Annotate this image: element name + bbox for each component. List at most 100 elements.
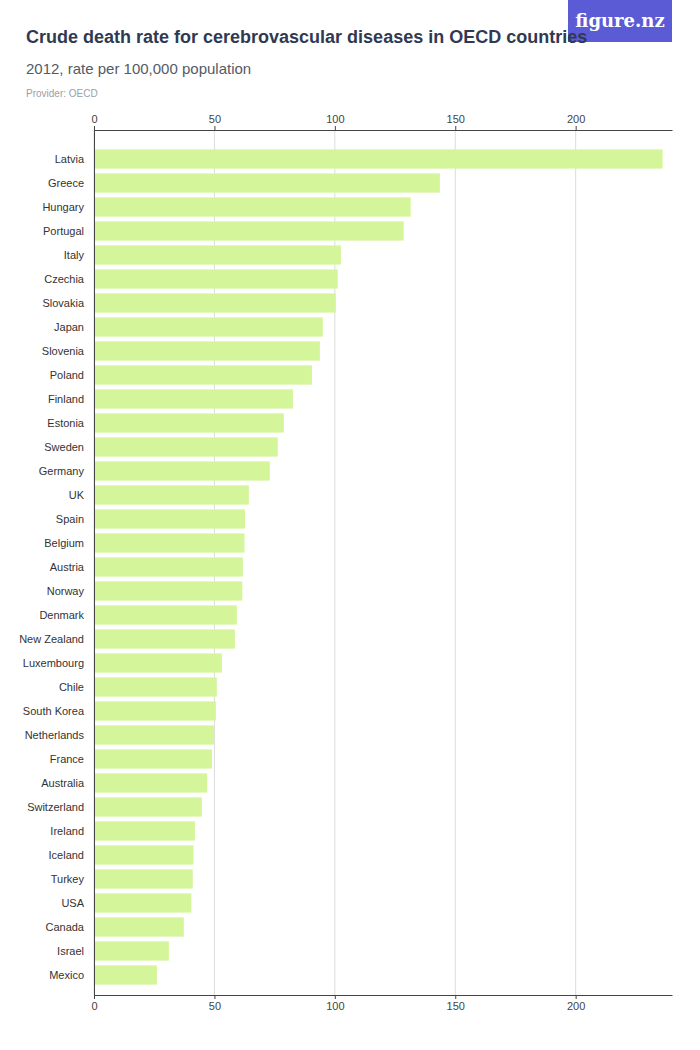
bar <box>94 221 404 240</box>
tick: 0 <box>91 995 97 1012</box>
tick-mark <box>94 126 95 130</box>
bar <box>94 701 216 720</box>
bar <box>94 845 193 864</box>
category-label: Turkey <box>51 873 85 885</box>
category-label: Slovakia <box>42 297 84 309</box>
bar <box>94 341 320 360</box>
category-tick: New Zealand <box>19 633 84 645</box>
bar <box>94 509 245 528</box>
category-tick: Austria <box>50 561 85 573</box>
bar <box>94 389 293 408</box>
category-label: Slovenia <box>42 345 85 357</box>
bar <box>94 629 235 648</box>
tick-label: 0 <box>91 113 97 125</box>
tick: 200 <box>567 113 585 130</box>
category-tick: Estonia <box>47 417 85 429</box>
tick-mark <box>576 126 577 130</box>
category-label: Belgium <box>44 537 84 549</box>
grid <box>94 130 576 995</box>
tick-mark <box>94 995 95 999</box>
category-tick: Netherlands <box>25 729 85 741</box>
bar <box>94 485 249 504</box>
bar <box>94 821 195 840</box>
category-label: Israel <box>57 945 84 957</box>
tick-label: 50 <box>209 1000 221 1012</box>
logo: figure.nz <box>575 10 664 31</box>
bar <box>94 653 222 672</box>
category-label: Netherlands <box>25 729 85 741</box>
category-tick: South Korea <box>23 705 85 717</box>
category-label: Switzerland <box>27 801 84 813</box>
bar <box>94 533 245 552</box>
bar <box>94 893 191 912</box>
bar <box>94 965 157 984</box>
category-label: Greece <box>48 177 84 189</box>
tick-label: 0 <box>91 1000 97 1012</box>
category-tick: Denmark <box>39 609 84 621</box>
x-axis: 0 50 100 150 200 <box>91 113 672 131</box>
tick-mark <box>576 995 577 999</box>
tick: 150 <box>447 113 465 130</box>
category-label: New Zealand <box>19 633 84 645</box>
category-label: Ireland <box>50 825 84 837</box>
category-tick: Belgium <box>44 537 84 549</box>
category-label: Norway <box>47 585 85 597</box>
bar <box>94 677 217 696</box>
tick-mark <box>214 995 215 999</box>
tick-label: 150 <box>447 113 465 125</box>
category-tick: Israel <box>57 945 84 957</box>
grid-line <box>575 130 576 995</box>
category-tick: Slovenia <box>42 345 85 357</box>
category-tick: Australia <box>41 777 85 789</box>
axis-line <box>95 995 673 996</box>
category-tick: Czechia <box>44 273 85 285</box>
grid-line <box>94 130 95 995</box>
category-tick: Turkey <box>51 873 85 885</box>
category-label: Poland <box>50 369 84 381</box>
axis-line <box>94 130 95 995</box>
category-label: Luxembourg <box>23 657 84 669</box>
tick: 50 <box>209 995 221 1012</box>
category-tick: Finland <box>48 393 84 405</box>
category-tick: Japan <box>54 321 84 333</box>
tick-label: 100 <box>326 113 344 125</box>
category-tick: Hungary <box>42 201 84 213</box>
category-label: Canada <box>45 921 84 933</box>
category-tick: Sweden <box>44 441 84 453</box>
tick: 50 <box>209 113 221 130</box>
category-label: Portugal <box>43 225 84 237</box>
tick-label: 100 <box>326 1000 344 1012</box>
tick: 100 <box>326 113 344 130</box>
category-label: Japan <box>54 321 84 333</box>
category-label: Chile <box>59 681 84 693</box>
tick: 0 <box>91 113 97 130</box>
bar <box>94 917 184 936</box>
bar <box>94 749 212 768</box>
tick-mark <box>335 995 336 999</box>
category-label: Hungary <box>42 201 84 213</box>
tick-mark <box>455 126 456 130</box>
category-label: Finland <box>48 393 84 405</box>
y-axis: LatviaGreeceHungaryPortugalItalyCzechiaS… <box>19 130 94 995</box>
title: Crude death rate for cerebrovascular dis… <box>26 27 587 47</box>
bars <box>94 149 663 984</box>
category-tick: Iceland <box>49 849 84 861</box>
bar <box>94 773 207 792</box>
category-tick: Ireland <box>50 825 84 837</box>
category-tick: Luxembourg <box>23 657 84 669</box>
category-tick: Mexico <box>49 969 84 981</box>
tick: 150 <box>447 995 465 1012</box>
bar <box>94 149 663 168</box>
grid-line <box>455 130 456 995</box>
tick: 200 <box>567 995 585 1012</box>
category-tick: Poland <box>50 369 84 381</box>
category-tick: Greece <box>48 177 84 189</box>
bar <box>94 581 242 600</box>
tick: 100 <box>326 995 344 1012</box>
tick-mark <box>214 126 215 130</box>
category-label: Australia <box>41 777 85 789</box>
category-tick: Spain <box>56 513 84 525</box>
bar <box>94 869 193 888</box>
category-tick: Chile <box>59 681 84 693</box>
category-label: Czechia <box>44 273 85 285</box>
